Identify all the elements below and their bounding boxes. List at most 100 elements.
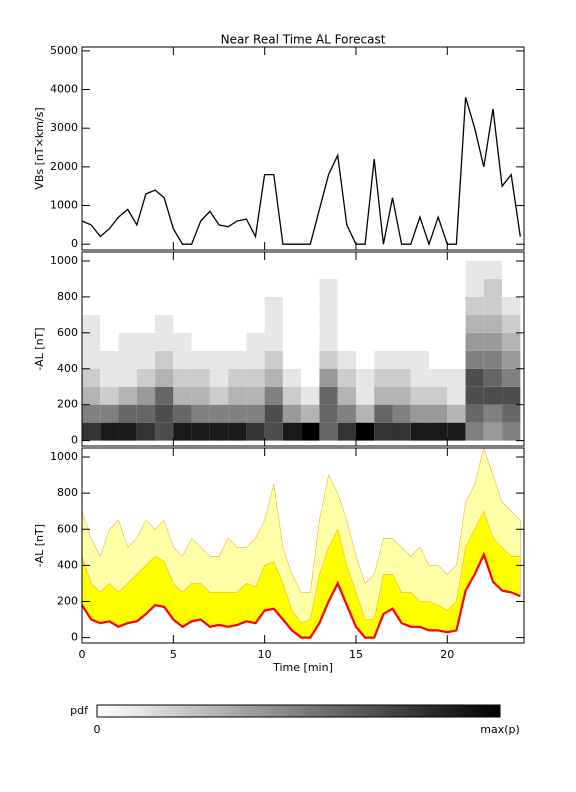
heat-cell [502,278,521,297]
heat-cell [155,422,174,441]
heat-cell [483,386,503,405]
x-tick-label: 20 [440,648,454,661]
heat-cell [136,260,156,279]
heat-cell [502,386,521,405]
heat-cell [118,404,137,423]
heat-cell [136,422,156,441]
heat-cell [228,386,247,405]
heat-cell [355,404,375,423]
heat-cell [465,368,484,387]
y-tick-label: 0 [71,631,78,644]
y-tick-label: 1000 [50,199,78,212]
heat-cell [246,422,265,441]
colorbar-label: pdf [70,704,89,717]
heat-cell [191,386,210,405]
heat-cell [465,386,484,405]
median-line [81,551,521,639]
heat-cell [337,404,356,423]
heat-cell [319,404,338,423]
heat-cell [301,368,320,387]
heat-cell [410,278,430,297]
heat-cell [155,404,174,423]
heat-cell [483,422,503,441]
heat-cell [82,278,101,297]
heat-cell [392,350,411,369]
heat-cell [136,368,156,387]
heat-cell [465,350,484,369]
heat-cell [246,314,265,333]
heat-cell [502,260,521,279]
heat-cell [246,386,265,405]
heat-cell [191,296,210,315]
heat-cell [374,350,393,369]
heat-cell [228,260,247,279]
heat-cell [209,404,229,423]
heat-cell [136,350,156,369]
y-axis-label: VBs [nT×km/s] [33,107,46,189]
heat-cell [209,422,229,441]
y-tick-label: 600 [57,522,78,535]
heat-cell [282,404,302,423]
heat-cell [410,422,430,441]
heat-cell [319,296,338,315]
heat-cell [264,314,283,333]
heat-cell [301,332,320,351]
heat-cell [82,260,101,279]
heat-cell [392,332,411,351]
heat-cell [209,296,229,315]
heat-cell [209,260,229,279]
heat-cell [118,386,137,405]
heat-cell [374,404,393,423]
heat-cell [447,296,466,315]
heat-cell [429,332,448,351]
heat-cell [465,314,484,333]
heat-cell [392,404,411,423]
heat-cell [282,278,302,297]
heat-cell [173,386,192,405]
heat-cell [483,350,503,369]
x-tick-label: 15 [349,648,363,661]
heat-cell [246,332,265,351]
y-tick-label: 4000 [50,83,78,96]
heat-cell [301,350,320,369]
heat-cell [282,332,302,351]
heat-cell [319,422,338,441]
x-axis-label: Time [min] [272,661,333,674]
heat-cell [118,422,137,441]
heat-cell [82,350,101,369]
heat-cell [355,260,375,279]
heat-cell [173,368,192,387]
heat-cell [209,278,229,297]
heat-cell [392,296,411,315]
y-tick-label: 1000 [50,254,78,267]
heat-cell [483,296,503,315]
heat-cell [246,278,265,297]
heat-cell [502,404,521,423]
heat-cell [374,314,393,333]
heat-cell [82,332,101,351]
heat-cell [136,314,156,333]
x-tick-label: 10 [258,648,272,661]
heat-cell [301,278,320,297]
heat-cell [191,260,210,279]
heat-cell [502,296,521,315]
x-tick-label: 0 [79,648,86,661]
heat-cell [82,296,101,315]
heat-cell [374,422,393,441]
heat-cell [264,368,283,387]
heat-cell [319,350,338,369]
heat-cell [191,422,210,441]
heat-cell [118,368,137,387]
heat-cell [410,386,430,405]
heat-cell [429,386,448,405]
panel: 0 1000 2000 3000 4000 5000 VBs [nT×km/s] [33,44,525,251]
heat-cell [209,368,229,387]
data-line [81,97,521,247]
heat-cell [118,260,137,279]
y-tick-label: 5000 [50,44,78,57]
heat-cell [173,404,192,423]
heat-cell [355,368,375,387]
heat-cell [392,386,411,405]
heat-cell [319,368,338,387]
y-tick-label: 600 [57,326,78,339]
